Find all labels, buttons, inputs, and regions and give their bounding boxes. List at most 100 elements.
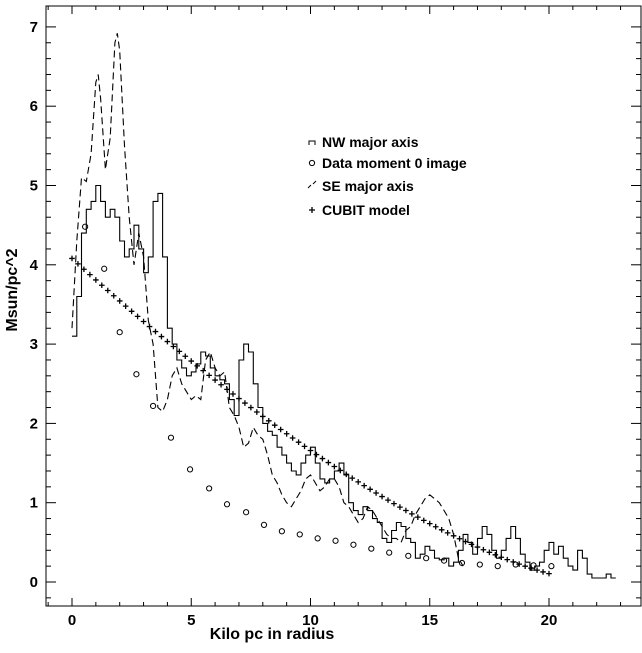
data-point [223,501,231,508]
model-point [134,313,141,320]
model-point [522,563,528,569]
model-point [468,541,475,548]
model-point [277,426,284,433]
model-point [230,391,236,397]
data-point [278,528,285,535]
model-point [146,323,153,330]
series-nw-major-axis-line [72,184,616,579]
data-point [260,521,268,529]
model-point [403,507,409,514]
y-tick-label: 6 [30,98,38,115]
plot-frame [45,5,642,607]
legend-item: SE major axis [307,178,414,194]
legend-marker [307,180,317,189]
model-point [176,348,183,355]
y-axis-title: Msun/pc^2 [4,248,21,331]
model-point [510,559,517,565]
y-tick-label: 2 [30,415,38,432]
x-tick-label: 10 [302,612,319,629]
data-point [386,549,393,556]
data-point [133,371,140,378]
x-tick-label: 5 [187,612,195,629]
data-point [458,559,466,567]
model-point [361,482,367,489]
model-point [301,443,308,450]
data-point [149,402,157,410]
data-point [423,555,430,562]
model-point [188,358,195,364]
model-point [349,475,356,481]
model-point [110,292,117,299]
data-point [440,557,448,564]
data-point [548,563,555,570]
y-tick-label: 7 [30,19,38,36]
data-point [296,531,303,538]
data-point [476,561,483,568]
legend-marker [309,207,315,213]
series-se-major-axis [71,33,464,567]
y-tick-label: 3 [30,336,38,353]
model-point [486,549,493,556]
data-point [206,485,213,492]
model-point [480,546,487,553]
series-nw-major-axis [72,184,616,579]
series-se-major-axis-line [71,33,464,567]
model-point [456,535,463,542]
model-point [69,255,75,262]
legend-label: CUBIT model [322,202,410,218]
model-point [164,338,171,345]
legend-item: CUBIT model [309,202,410,218]
model-point [242,400,248,406]
model-point [182,353,189,360]
y-tick-label: 4 [30,257,39,274]
model-point [283,430,290,437]
model-point [152,328,159,335]
data-point [350,541,357,548]
model-point [409,511,415,517]
model-point [379,493,385,500]
model-point [104,287,111,294]
model-point [200,367,206,374]
model-point [260,413,266,420]
legend-item: Data moment 0 image [308,155,467,171]
model-point [128,308,135,315]
model-point [87,271,93,278]
legend-item: NW major axis [308,134,419,150]
data-point [405,552,412,559]
data-point [332,537,339,544]
model-point [206,372,212,379]
model-point [331,463,338,470]
data-point [368,545,375,552]
y-tick-label: 0 [30,574,38,591]
model-point [319,455,326,462]
legend-label: Data moment 0 image [322,155,467,171]
model-point [546,570,552,577]
model-point [444,530,451,536]
model-point [426,520,433,527]
model-point [254,409,260,415]
model-point [81,266,87,273]
model-point [492,552,499,558]
model-point [474,544,481,550]
model-point [158,333,165,340]
model-point [295,439,302,445]
model-point [236,395,242,402]
legend-marker [308,140,316,145]
model-point [307,447,314,454]
model-point [438,527,445,533]
model-point [391,500,397,507]
legend-marker [308,159,316,167]
series-layer [69,33,616,579]
model-point [420,517,427,524]
model-point [343,471,350,478]
model-point [248,404,254,411]
model-point [265,418,272,424]
model-point [450,533,457,539]
model-point [504,556,511,563]
data-point [101,265,108,272]
data-point [494,563,501,570]
model-point [516,561,522,567]
model-point [367,486,373,493]
